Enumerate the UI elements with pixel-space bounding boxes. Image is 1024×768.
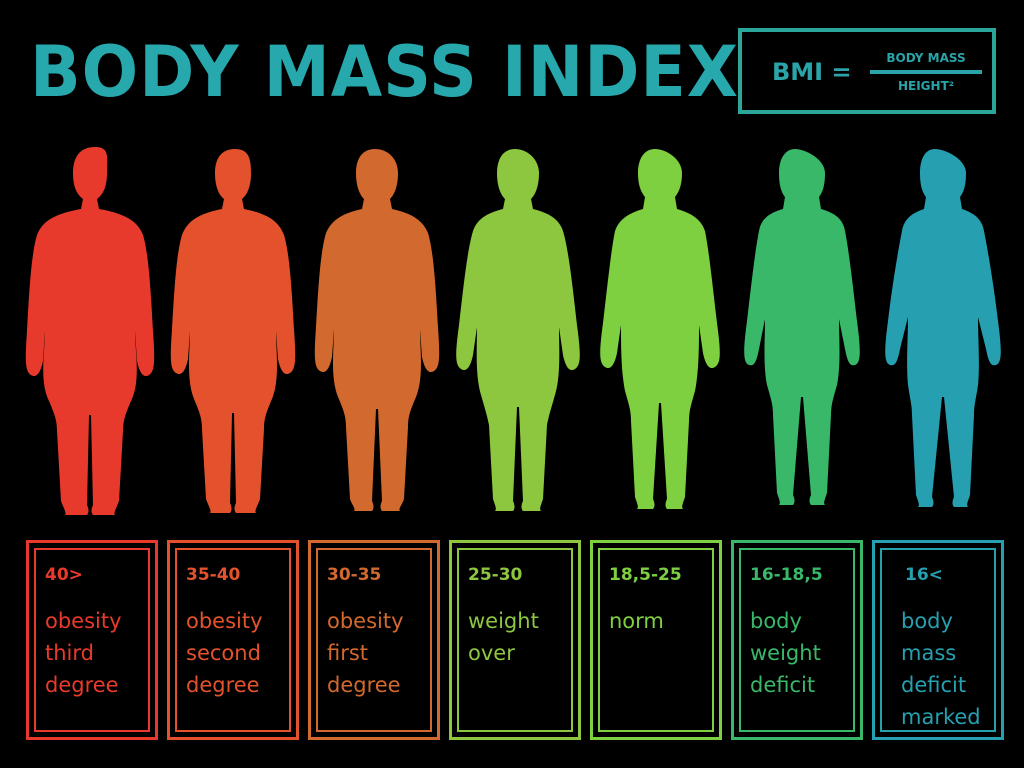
desc-line: degree: [45, 673, 119, 697]
bmi-range: 16<: [905, 565, 943, 585]
category-description: obesity second degree: [186, 605, 263, 701]
bmi-range: 30-35: [327, 565, 382, 585]
desc-line: weight: [468, 609, 539, 633]
desc-line: obesity: [186, 609, 263, 633]
category-description: body weight deficit: [750, 605, 821, 701]
card-inner-border: [316, 548, 432, 732]
card-inner-border: [880, 548, 996, 732]
page-title: BODY MASS INDEX: [30, 31, 740, 113]
category-card-obesity-1: 30-35 obesity first degree: [308, 540, 440, 740]
card-inner-border: [598, 548, 714, 732]
desc-line: body: [750, 609, 802, 633]
category-description: body mass deficit marked: [901, 605, 981, 733]
category-card-norm: 18,5-25 norm: [590, 540, 722, 740]
category-description: obesity third degree: [45, 605, 122, 701]
desc-line: obesity: [45, 609, 122, 633]
body-silhouette-obesity-2: [165, 145, 305, 515]
desc-line: weight: [750, 641, 821, 665]
category-card-overweight: 25-30 weight over: [449, 540, 581, 740]
desc-line: obesity: [327, 609, 404, 633]
body-silhouette-obesity-3: [25, 145, 165, 515]
desc-line: degree: [186, 673, 260, 697]
category-card-mass-deficit: 16< body mass deficit marked: [872, 540, 1004, 740]
bmi-range: 35-40: [186, 565, 241, 585]
body-silhouette-mass-deficit: [865, 145, 1005, 515]
bmi-range: 18,5-25: [609, 565, 682, 585]
desc-line: degree: [327, 673, 401, 697]
formula-denominator: HEIGHT²: [897, 79, 955, 93]
desc-line: over: [468, 641, 515, 665]
bmi-formula-box: BMI = BODY MASS HEIGHT²: [738, 28, 996, 114]
category-card-weight-deficit: 16-18,5 body weight deficit: [731, 540, 863, 740]
bmi-range: 25-30: [468, 565, 523, 585]
desc-line: marked: [901, 705, 981, 729]
fraction-bar: [870, 70, 982, 74]
category-card-obesity-3: 40> obesity third degree: [26, 540, 158, 740]
formula-fraction: BODY MASS HEIGHT²: [870, 50, 982, 94]
desc-line: deficit: [750, 673, 816, 697]
body-silhouette-norm: [585, 145, 725, 515]
body-silhouette-weight-deficit: [725, 145, 865, 515]
desc-line: second: [186, 641, 261, 665]
category-card-obesity-2: 35-40 obesity second degree: [167, 540, 299, 740]
desc-line: mass: [901, 641, 957, 665]
category-description: weight over: [468, 605, 539, 669]
category-description: norm: [609, 605, 664, 637]
desc-line: deficit: [901, 673, 967, 697]
desc-line: norm: [609, 609, 664, 633]
card-inner-border: [457, 548, 573, 732]
bmi-range: 16-18,5: [750, 565, 823, 585]
card-inner-border: [34, 548, 150, 732]
body-silhouette-overweight: [445, 145, 585, 515]
body-silhouette-obesity-1: [305, 145, 445, 515]
desc-line: first: [327, 641, 369, 665]
desc-line: third: [45, 641, 94, 665]
desc-line: body: [901, 609, 953, 633]
card-inner-border: [175, 548, 291, 732]
formula-numerator: BODY MASS: [886, 51, 966, 65]
card-inner-border: [739, 548, 855, 732]
bmi-range: 40>: [45, 565, 83, 585]
category-description: obesity first degree: [327, 605, 404, 701]
formula-lhs: BMI =: [772, 58, 852, 86]
